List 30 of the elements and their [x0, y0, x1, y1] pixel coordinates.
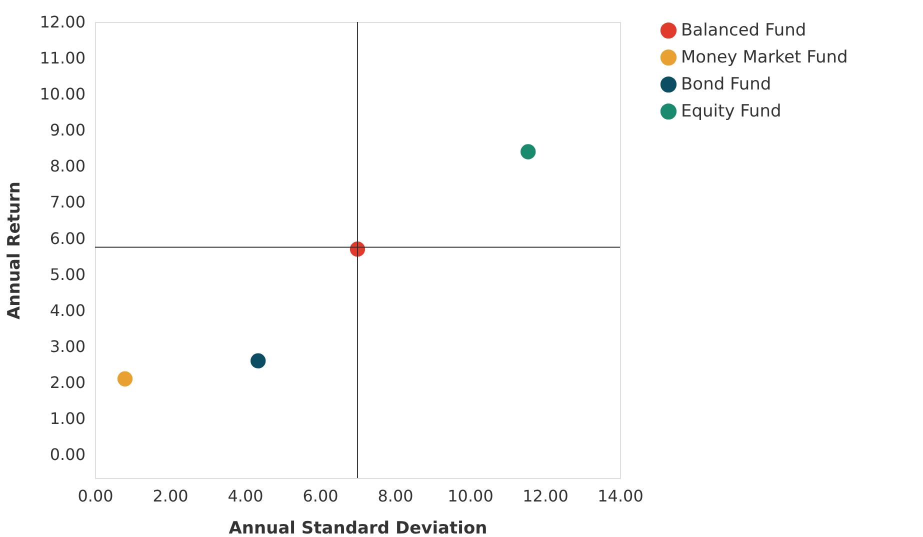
- x-tick-label: 8.00: [378, 486, 414, 506]
- legend-label: Balanced Fund: [681, 20, 806, 40]
- x-tick-label: 14.00: [598, 486, 644, 506]
- x-tick-label: 0.00: [78, 486, 114, 506]
- x-tick-label: 4.00: [228, 486, 264, 506]
- legend-label: Bond Fund: [681, 74, 772, 94]
- y-tick-label: 1.00: [50, 409, 86, 428]
- y-tick-label: 5.00: [50, 264, 86, 284]
- y-tick-label: 0.00: [50, 445, 86, 464]
- x-tick-label: 10.00: [448, 486, 494, 506]
- point: [117, 371, 133, 386]
- x-tick-label: 12.00: [522, 486, 568, 506]
- y-tick-label: 7.00: [50, 192, 86, 212]
- y-tick-label: 12.00: [40, 12, 86, 32]
- x-axis-title: Annual Standard Deviation: [228, 518, 488, 537]
- y-tick-label: 8.00: [50, 156, 86, 176]
- y-tick-label: 3.00: [50, 336, 86, 356]
- point: [250, 353, 266, 368]
- y-tick-label: 6.00: [50, 228, 86, 248]
- y-tick-label: 11.00: [40, 48, 86, 68]
- y-tick-label: 10.00: [40, 84, 86, 104]
- x-tick-label: 6.00: [302, 486, 338, 506]
- y-tick-label: 9.00: [50, 120, 86, 140]
- legend-label: Money Market Fund: [681, 48, 848, 68]
- y-axis-title: Annual Return: [4, 181, 25, 320]
- legend-label: Equity Fund: [681, 102, 782, 122]
- x-tick-label: 2.00: [152, 486, 188, 506]
- y-tick-label: 4.00: [50, 300, 86, 320]
- point: [520, 144, 536, 160]
- y-tick-label: 2.00: [50, 372, 86, 392]
